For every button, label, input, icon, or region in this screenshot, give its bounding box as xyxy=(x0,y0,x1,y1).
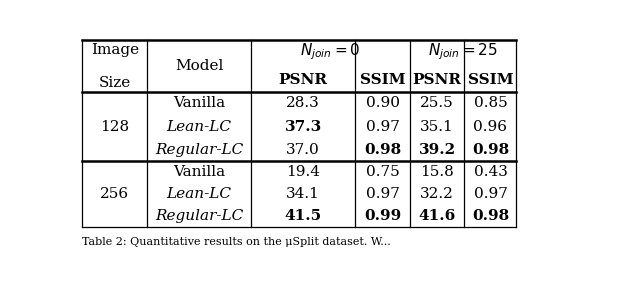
Text: 0.98: 0.98 xyxy=(364,143,401,157)
Text: $N_{join}$$ = 25$: $N_{join}$$ = 25$ xyxy=(428,42,498,62)
Text: 39.2: 39.2 xyxy=(419,143,456,157)
Text: 35.1: 35.1 xyxy=(420,120,454,134)
Text: SSIM: SSIM xyxy=(360,73,405,87)
Text: SSIM: SSIM xyxy=(468,73,513,87)
Text: Regular-LC: Regular-LC xyxy=(155,209,243,223)
Text: Size: Size xyxy=(99,76,131,89)
Text: 0.97: 0.97 xyxy=(474,187,508,201)
Text: 0.96: 0.96 xyxy=(474,120,508,134)
Text: 28.3: 28.3 xyxy=(286,96,320,110)
Text: PSNR: PSNR xyxy=(278,73,328,87)
Text: $N_{join}$$ = 0$: $N_{join}$$ = 0$ xyxy=(300,42,361,62)
Text: 37.0: 37.0 xyxy=(286,143,320,157)
Text: 34.1: 34.1 xyxy=(286,187,320,201)
Text: 15.8: 15.8 xyxy=(420,165,454,179)
Text: 25.5: 25.5 xyxy=(420,96,454,110)
Text: 19.4: 19.4 xyxy=(286,165,320,179)
Text: Vanilla: Vanilla xyxy=(173,96,225,110)
Text: Lean-LC: Lean-LC xyxy=(166,120,232,134)
Text: Image: Image xyxy=(91,43,139,57)
Text: 41.5: 41.5 xyxy=(285,209,322,223)
Text: 0.75: 0.75 xyxy=(365,165,399,179)
Text: 0.85: 0.85 xyxy=(474,96,508,110)
Text: 0.98: 0.98 xyxy=(472,209,509,223)
Text: 41.6: 41.6 xyxy=(419,209,456,223)
Text: 0.90: 0.90 xyxy=(365,96,399,110)
Text: Vanilla: Vanilla xyxy=(173,165,225,179)
Text: Regular-LC: Regular-LC xyxy=(155,143,243,157)
Text: 256: 256 xyxy=(100,187,129,201)
Text: 0.97: 0.97 xyxy=(365,187,399,201)
Text: 0.99: 0.99 xyxy=(364,209,401,223)
Text: Table 2: Quantitative results on the μSplit dataset. W...: Table 2: Quantitative results on the μSp… xyxy=(83,237,391,246)
Text: PSNR: PSNR xyxy=(413,73,461,87)
Text: 128: 128 xyxy=(100,120,129,134)
Text: 37.3: 37.3 xyxy=(285,120,322,134)
Text: Model: Model xyxy=(175,59,223,73)
Text: 32.2: 32.2 xyxy=(420,187,454,201)
Text: 0.43: 0.43 xyxy=(474,165,508,179)
Text: 0.97: 0.97 xyxy=(365,120,399,134)
Text: Lean-LC: Lean-LC xyxy=(166,187,232,201)
Text: 0.98: 0.98 xyxy=(472,143,509,157)
